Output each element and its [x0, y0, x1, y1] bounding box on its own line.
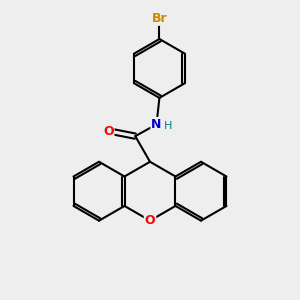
Text: Br: Br — [152, 12, 167, 25]
Text: O: O — [145, 214, 155, 227]
Text: H: H — [164, 121, 172, 131]
Text: O: O — [103, 125, 113, 138]
Text: N: N — [151, 118, 162, 131]
